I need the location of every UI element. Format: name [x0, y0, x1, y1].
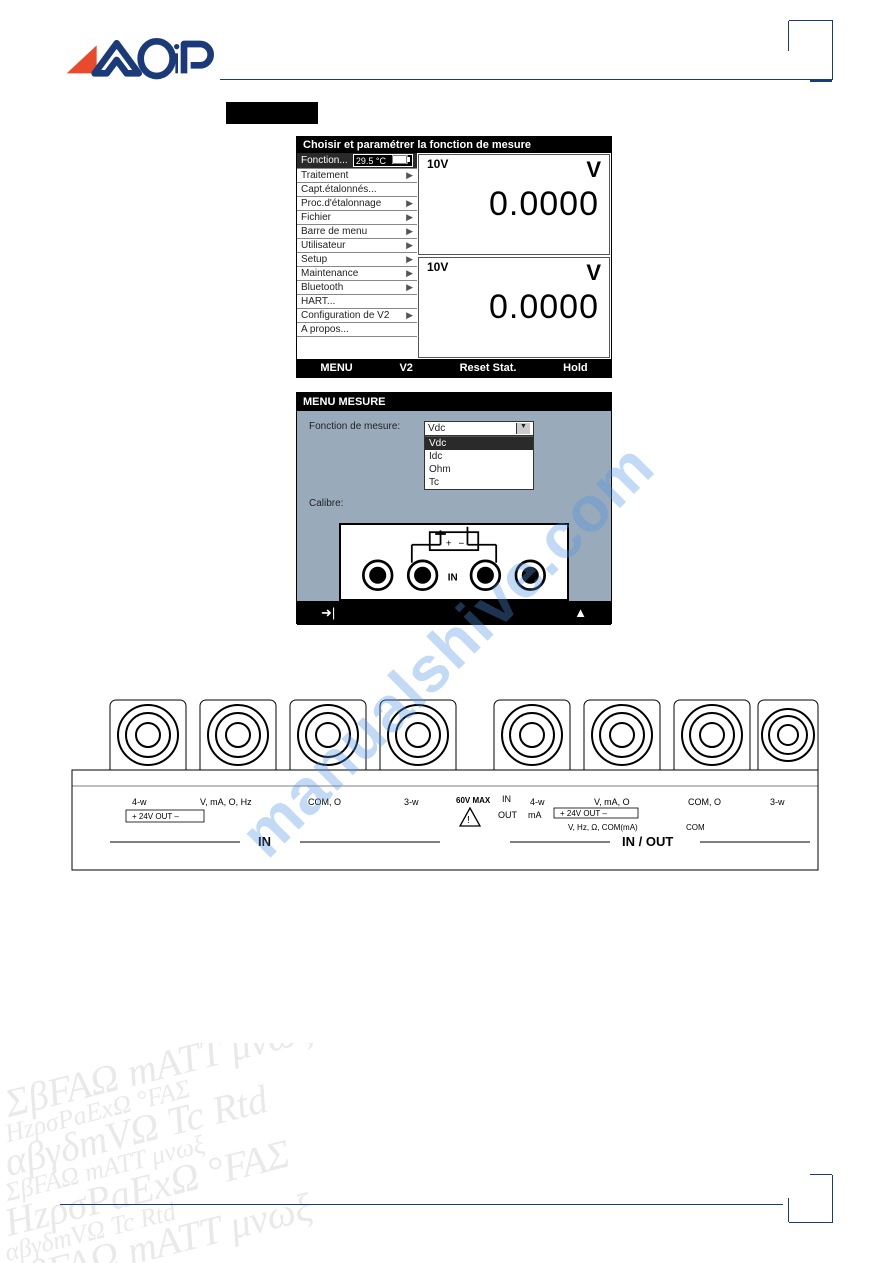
menu-item[interactable]: Utilisateur [301, 240, 345, 251]
footer-divider [60, 1204, 783, 1205]
device1-menu: Fonction... 29.5 °C Traitement ▶ Capt.éta… [297, 153, 417, 359]
softkey-hold[interactable]: Hold [563, 362, 587, 374]
chevron-right-icon: ▶ [406, 212, 413, 223]
header-corner-frame [789, 20, 833, 80]
page-header [60, 32, 833, 88]
menu-item[interactable]: Bluetooth [301, 282, 343, 293]
range-label: 10V [427, 157, 448, 183]
diagram-in-label: IN [448, 573, 458, 584]
svg-text:!: ! [467, 815, 470, 826]
svg-text:COM, O: COM, O [688, 797, 721, 807]
decorative-background: ΣβFAΩ mATT μνωξ HzρσPaExΩ °FAΣ αβγδmVΩ T… [0, 1043, 360, 1263]
header-divider [220, 24, 833, 80]
menu-item[interactable]: Traitement [301, 170, 348, 181]
fonction-options-list: Vdc Idc Ohm Tc [425, 436, 533, 489]
svg-text:V, Hz, Ω, COM(mA): V, Hz, Ω, COM(mA) [568, 823, 638, 832]
option-item[interactable]: Ohm [425, 463, 533, 476]
measurement-pane-2: 10V V 0.0000 [418, 257, 610, 358]
chevron-right-icon: ▶ [406, 226, 413, 237]
svg-text:mA: mA [528, 810, 542, 820]
menu-item[interactable]: Configuration de V2 [301, 310, 389, 321]
option-item[interactable]: Idc [425, 450, 533, 463]
device2-title: MENU MESURE [297, 393, 611, 411]
chevron-right-icon: ▶ [406, 254, 413, 265]
brand-logo [60, 32, 220, 88]
unit-label: V [586, 260, 601, 286]
option-item[interactable]: Vdc [425, 437, 533, 450]
menu-item[interactable]: Fichier [301, 212, 331, 223]
softkey-menu[interactable]: MENU [320, 362, 352, 374]
svg-text:4-w: 4-w [132, 797, 147, 807]
device-screenshot-1: Choisir et paramétrer la fonction de mes… [296, 136, 612, 378]
chevron-right-icon: ▶ [406, 198, 413, 209]
fonction-label: Fonction de mesure: [309, 421, 424, 432]
menu-item[interactable]: Proc.d'étalonnage [301, 198, 381, 209]
menu-item[interactable]: HART... [301, 296, 335, 307]
svg-text:+ 24V OUT –: + 24V OUT – [560, 809, 607, 818]
menu-item[interactable]: A propos... [301, 324, 349, 335]
chevron-right-icon: ▶ [406, 282, 413, 293]
fonction-selected-value: Vdc [428, 423, 445, 434]
svg-text:V, mA, O: V, mA, O [594, 797, 630, 807]
device2-footer: ➜| ▲ [297, 601, 611, 625]
chevron-right-icon: ▶ [406, 268, 413, 279]
svg-text:V, mA, O, Hz: V, mA, O, Hz [200, 797, 252, 807]
menu-item[interactable]: Capt.étalonnés... [301, 184, 377, 195]
menu-item[interactable]: Setup [301, 254, 327, 265]
svg-text:IN: IN [258, 834, 271, 849]
wiring-diagram: + − IN [339, 523, 569, 601]
svg-text:−: − [458, 539, 464, 550]
battery-icon [392, 155, 410, 166]
svg-text:+ 24V OUT –: + 24V OUT – [132, 812, 179, 821]
terminal-panel-illustration: 4-w V, mA, O, Hz COM, O 3-w 60V MAX IN 4… [70, 670, 820, 874]
svg-text:3-w: 3-w [770, 797, 785, 807]
measurement-value: 0.0000 [419, 185, 609, 226]
calibre-label: Calibre: [309, 498, 424, 509]
device1-title: Choisir et paramétrer la fonction de mes… [297, 137, 611, 153]
fonction-select[interactable]: Vdc ▼ Vdc Idc Ohm Tc [424, 421, 534, 490]
chevron-right-icon: ▶ [406, 310, 413, 321]
chevron-right-icon: ▶ [406, 170, 413, 181]
section-tag [226, 102, 318, 124]
device-screenshot-2: MENU MESURE Fonction de mesure: Vdc ▼ Vd… [296, 392, 612, 624]
device1-display: 10V V 0.0000 10V V 0.0000 [417, 153, 611, 359]
measurement-pane-1: 10V V 0.0000 [418, 154, 610, 255]
menu-item[interactable]: Maintenance [301, 268, 358, 279]
dropdown-icon: ▼ [516, 423, 530, 434]
softkey-v2[interactable]: V2 [399, 362, 412, 374]
chevron-right-icon: ▶ [406, 240, 413, 251]
svg-text:COM, O: COM, O [308, 797, 341, 807]
menu-item[interactable]: Fonction... [301, 155, 348, 166]
unit-label: V [586, 157, 601, 183]
svg-text:3-w: 3-w [404, 797, 419, 807]
svg-text:60V MAX: 60V MAX [456, 796, 491, 805]
scroll-up-icon[interactable]: ▲ [574, 605, 587, 621]
range-label: 10V [427, 260, 448, 286]
footer-corner-frame [789, 1175, 833, 1223]
svg-text:OUT: OUT [498, 810, 518, 820]
option-item[interactable]: Tc [425, 476, 533, 489]
tab-next-icon[interactable]: ➜| [321, 605, 335, 621]
menu-item[interactable]: Barre de menu [301, 226, 367, 237]
softkey-reset-stat[interactable]: Reset Stat. [460, 362, 517, 374]
device1-temperature: 29.5 °C [356, 156, 386, 166]
svg-text:4-w: 4-w [530, 797, 545, 807]
svg-text:IN: IN [502, 794, 511, 804]
device1-softkeys: MENU V2 Reset Stat. Hold [297, 359, 611, 377]
svg-text:IN / OUT: IN / OUT [622, 834, 673, 849]
svg-text:COM: COM [686, 823, 705, 832]
svg-text:+: + [446, 539, 452, 550]
measurement-value: 0.0000 [419, 288, 609, 329]
